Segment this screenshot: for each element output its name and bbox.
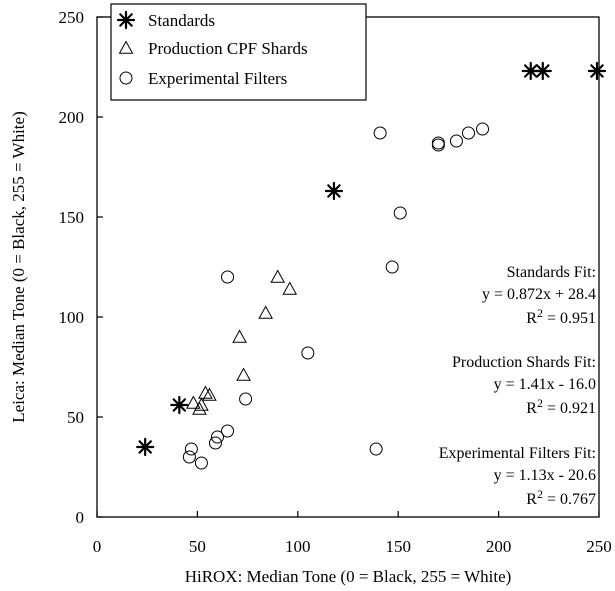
production-shard-point [270,269,286,283]
legend: Standards Production CPF Shards Experime… [110,3,367,101]
standards-fit-equation: y = 0.872x + 28.4 [482,286,596,303]
r2-superscript: 2 [537,487,543,501]
r2-symbol: R [526,310,537,327]
experimental-filter-point [182,450,196,464]
production-fit-equation: y = 1.41x - 16.0 [494,376,596,393]
production-shard-point [202,387,217,401]
production-fit-title: Production Shards Fit: [452,354,596,371]
y-tick-label: 250 [59,8,85,27]
production-fit-r2: R2 = 0.921 [526,396,596,417]
experimental-filter-point [184,442,198,456]
standard-point [533,61,552,81]
production-shard-point [186,395,201,409]
standard-point [324,181,344,201]
experimental-filter-point [239,392,253,406]
legend-label-experimental-filters: Experimental Filters [148,69,287,88]
experimental-fit-equation: y = 1.13x - 20.6 [494,467,596,484]
x-tick-label: 0 [93,537,102,556]
r2-superscript: 2 [537,396,543,410]
experimental-filter-point [194,456,208,470]
experimental-fit-title: Experimental Filters Fit: [439,445,596,462]
x-tick-label: 50 [189,537,206,556]
x-axis-label: HiROX: Median Tone (0 = Black, 255 = Whi… [185,567,512,586]
production-shard-point [232,329,247,343]
fit-annotations: Standards Fit: y = 0.872x + 28.4 R2 = 0.… [439,264,596,508]
r2-superscript: 2 [537,306,543,320]
legend-label-standards: Standards [148,11,215,30]
experimental-filter-point [449,134,463,148]
experimental-filter-point [301,346,315,360]
legend-triangle-icon [118,40,134,54]
experimental-filter-point [461,126,475,140]
experimental-filter-point [210,430,224,444]
production-shard-point [236,367,251,381]
legend-star-icon [116,10,136,30]
experimental-filter-point [393,206,407,220]
experimental-filter-point [369,442,383,456]
standard-point [136,437,155,457]
y-tick-label: 50 [67,408,84,427]
x-tick-label: 200 [486,537,512,556]
y-tick-label: 100 [59,308,85,327]
x-tick-label: 250 [586,537,612,556]
r2-value: = 0.951 [543,310,596,327]
experimental-filter-point [476,122,490,136]
experimental-filter-point [373,126,387,140]
standards-fit-r2: R2 = 0.951 [526,306,596,327]
legend-markers [116,10,136,85]
production-shard-point [194,397,209,411]
experimental-filter-point [221,270,235,284]
experimental-fit-r2: R2 = 0.767 [526,487,596,508]
y-tick-label: 150 [59,208,85,227]
x-tick-label: 100 [285,537,311,556]
r2-value: = 0.767 [543,491,596,508]
r2-value: = 0.921 [543,400,596,417]
axis-ticks: 0 50 100 150 200 250 0 50 100 150 200 250 [59,8,612,556]
experimental-filter-point [221,424,235,438]
standards-fit-title: Standards Fit: [507,264,596,281]
production-shard-point [258,305,274,319]
data-points [136,61,607,470]
standard-point [170,395,189,415]
legend-label-production-cpf-shards: Production CPF Shards [148,39,308,58]
x-tick-label: 150 [385,537,411,556]
production-shard-point [198,385,213,399]
standard-point [521,61,540,81]
experimental-filter-point [385,260,399,274]
legend-circle-icon [119,71,133,85]
production-shard-point [282,281,298,295]
r2-symbol: R [526,400,537,417]
y-tick-label: 200 [59,108,85,127]
standard-point [587,61,607,81]
experimental-filter-point [431,138,445,152]
r2-symbol: R [526,491,537,508]
y-axis-label: Leica: Median Tone (0 = Black, 255 = Whi… [9,111,28,422]
legend-box [110,3,367,101]
y-tick-label: 0 [76,508,85,527]
experimental-filter-point [208,436,222,450]
